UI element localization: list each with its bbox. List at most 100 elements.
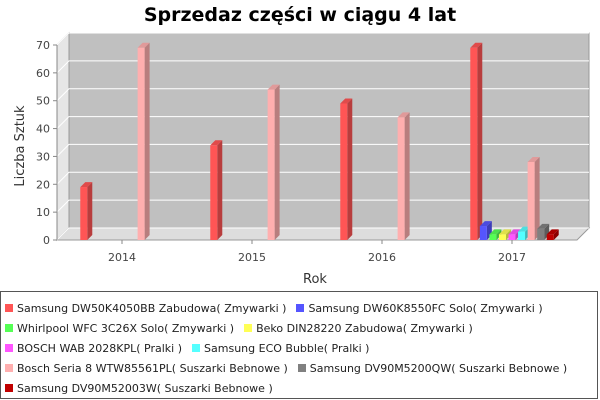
legend-label: Beko DIN28220 Zabudowa( Zmywarki ): [256, 321, 473, 335]
bar-front: [210, 145, 218, 240]
grid-line: [56, 227, 589, 241]
bar-top: [137, 42, 150, 48]
legend-swatch: [5, 324, 13, 332]
left-wall: [56, 31, 70, 242]
x-axis-label: Rok: [303, 272, 327, 287]
grid-line: [56, 32, 589, 46]
legend-item: BOSCH WAB 2028KPL( Pralki ): [5, 342, 182, 355]
x-tick-label: 2016: [368, 251, 396, 264]
bar-front: [527, 162, 535, 240]
legend-item: Samsung DW60K8550FC Solo( Zmywarki ): [296, 302, 543, 315]
bar-front: [137, 47, 145, 241]
y-axis-label: Liczba Sztuk: [13, 105, 28, 187]
bar-side: [217, 140, 223, 240]
x-tick-label: 2017: [498, 251, 526, 264]
grid-line: [56, 88, 589, 102]
legend-swatch: [296, 304, 305, 312]
y-tick-label: 60: [36, 67, 50, 80]
x-axis-ticks: 2014 2015 2016 2017: [108, 240, 526, 264]
legend-item: Samsung DW50K4050BB Zabudowa( Zmywarki ): [5, 302, 286, 315]
legend-item: Samsung DV90M5200QW( Suszarki Bebnowe ): [297, 361, 568, 375]
grid-line: [56, 116, 589, 129]
legend-label: Samsung ECO Bubble( Pralki ): [204, 341, 370, 355]
bar: [470, 42, 483, 241]
y-tick-label: 20: [36, 178, 50, 191]
bar: [546, 229, 559, 240]
bar-front: [267, 89, 275, 240]
bar-front: [498, 234, 506, 240]
x-tick-label: 2015: [238, 251, 266, 264]
y-tick-label: 0: [43, 234, 50, 247]
bar: [397, 112, 410, 240]
legend-item: Samsung ECO Bubble( Pralki ): [192, 342, 369, 355]
legend-label: Whirlpool WFC 3C26X Solo( Zmywarki ): [17, 321, 235, 335]
bar: [137, 42, 150, 241]
bar-front: [340, 103, 348, 240]
bar-side: [87, 182, 93, 240]
grid-line: [56, 199, 589, 213]
grid-lines: [56, 32, 589, 241]
bar-top: [546, 229, 559, 235]
bar-top: [267, 84, 280, 90]
bar-side: [534, 157, 540, 240]
legend-row: Whirlpool WFC 3C26X Solo( Zmywarki ) Beko…: [5, 318, 483, 338]
chart-walls: [55, 31, 591, 242]
bar-front: [489, 234, 497, 240]
bar-top: [518, 226, 531, 232]
bar-side: [477, 42, 483, 241]
bar-side: [274, 84, 280, 240]
y-tick-label: 40: [36, 123, 50, 136]
x-tick-label: 2014: [108, 251, 136, 264]
bar-top: [527, 157, 540, 162]
legend-label: BOSCH WAB 2028KPL( Pralki ): [17, 341, 183, 355]
bars: [80, 42, 559, 241]
bar-top: [470, 42, 483, 48]
grid-line: [56, 171, 589, 185]
bar: [267, 84, 280, 240]
bar-top: [210, 140, 223, 146]
bar-top: [340, 98, 353, 104]
bar-side: [347, 98, 353, 240]
bar-top: [397, 112, 410, 118]
legend-label: Bosch Seria 8 WTW85561PL( Suszarki Bebno…: [17, 361, 288, 375]
bar-front: [537, 228, 545, 240]
chart-title: Sprzedaz części w ciągu 4 lat: [143, 4, 457, 26]
bar-chart: 0 10 20 30 40 50 60 70 2014 2015 2016 2017 Liczba …: [13, 31, 591, 287]
bar: [210, 140, 223, 240]
legend-swatch: [5, 384, 13, 392]
y-axis-ticks: 0 10 20 30 40 50 60 70: [36, 39, 58, 247]
bar-side: [505, 229, 511, 240]
bar: [498, 229, 511, 240]
legend-swatch: [192, 344, 201, 352]
bar-front: [508, 234, 516, 240]
bar-front: [470, 47, 478, 241]
legend-row: Samsung DV90M52003W( Suszarki Bebnowe ): [5, 378, 283, 398]
bar-front: [397, 117, 405, 240]
legend-item: Samsung DV90M52003W( Suszarki Bebnowe ): [5, 382, 273, 395]
bar-top: [489, 229, 502, 235]
legend-swatch: [244, 324, 253, 332]
y-tick-label: 50: [36, 95, 50, 108]
legend: Samsung DW50K4050BB Zabudowa( Zmywarki )…: [0, 291, 598, 399]
grid-line: [56, 60, 589, 74]
legend-label: Samsung DV90M5200QW( Suszarki Bebnowe ): [309, 361, 568, 375]
bar-top: [498, 229, 511, 235]
bar: [489, 229, 502, 240]
bar-side: [144, 42, 150, 241]
bar-front: [518, 231, 526, 240]
y-tick-label: 30: [36, 150, 50, 163]
legend-item: Bosch Seria 8 WTW85561PL( Suszarki Bebno…: [5, 362, 288, 375]
bar-front: [546, 234, 554, 240]
legend-row: BOSCH WAB 2028KPL( Pralki ) Samsung ECO B…: [5, 338, 379, 358]
bar-top: [537, 223, 550, 229]
bar-front: [479, 226, 487, 240]
legend-swatch: [5, 344, 13, 352]
legend-swatch: [297, 364, 306, 372]
legend-row: Bosch Seria 8 WTW85561PL( Suszarki Bebno…: [5, 358, 577, 378]
y-tick-label: 10: [36, 206, 50, 219]
legend-label: Samsung DV90M52003W( Suszarki Bebnowe ): [17, 381, 273, 395]
legend-swatch: [5, 364, 13, 372]
bar-top: [80, 182, 93, 188]
legend-swatch: [5, 304, 13, 312]
bar-top: [479, 221, 492, 227]
